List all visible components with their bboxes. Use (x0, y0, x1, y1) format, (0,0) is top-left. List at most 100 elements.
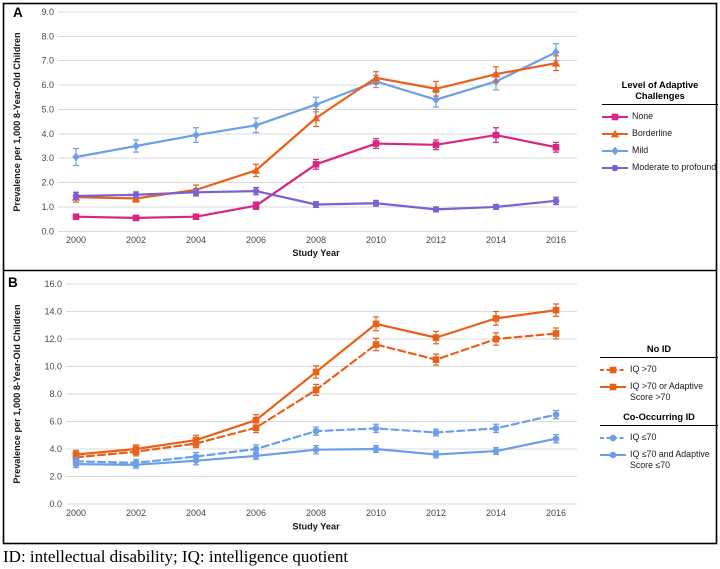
series-borderline (71, 55, 561, 203)
x-tick-label: 2014 (486, 508, 506, 518)
x-tick-label: 2008 (306, 235, 326, 245)
data-point-marker (611, 165, 619, 172)
legend-group: No ID IQ >70 IQ >70 or Adaptive Score >70 (600, 344, 718, 403)
data-point-marker (492, 203, 500, 211)
panel-b: 0.0 2.0 4.0 6.0 8.0 10.0 12.0 14.0 16.0 2000 2002 2… (12, 279, 577, 532)
legend-item-none: None (602, 111, 718, 122)
data-point-marker (312, 201, 320, 208)
x-tick-label: 2002 (126, 508, 146, 518)
y-tick-label: 8.0 (41, 31, 54, 41)
data-point-marker (431, 84, 441, 93)
legend-item-label: IQ >70 (630, 364, 657, 375)
x-tick-label: 2008 (306, 508, 326, 518)
legend-group-title: Co-Occurring ID (600, 412, 718, 427)
x-tick-label: 2006 (246, 235, 266, 245)
legend-item-moderate-to-profound: Moderate to profound (602, 162, 718, 173)
y-tick-label: 3.0 (41, 153, 54, 163)
data-point-marker (312, 368, 320, 376)
legend-swatch-triangle-icon (602, 130, 628, 138)
series-none (72, 127, 560, 222)
data-point-marker (192, 189, 200, 196)
panel-a-x-axis-title: Study Year (292, 248, 340, 258)
legend-swatch-circle-icon (600, 434, 626, 442)
legend-swatch-circle-icon (602, 165, 628, 172)
panel-b-gridlines (66, 283, 577, 505)
y-tick-label: 6.0 (41, 80, 54, 90)
data-point-marker (192, 436, 200, 444)
legend-item-label: IQ >70 or Adaptive Score >70 (630, 381, 704, 403)
data-point-marker (132, 141, 140, 151)
legend-item-borderline: Borderline (602, 128, 718, 139)
x-tick-label: 2016 (546, 508, 566, 518)
data-point-marker (312, 386, 320, 394)
y-tick-label: 6.0 (49, 417, 62, 427)
legend-item-label: Mild (632, 145, 649, 156)
data-point-marker (609, 451, 617, 459)
panel-b-label: B (8, 275, 18, 290)
legend-item-iq-70: IQ >70 (600, 364, 718, 375)
legend-item-iq-70: IQ ≤70 (600, 432, 718, 443)
data-point-marker (492, 447, 500, 455)
data-point-marker (432, 95, 440, 104)
data-point-marker (432, 334, 440, 341)
data-point-marker (432, 451, 440, 458)
y-tick-label: 16.0 (44, 279, 62, 289)
data-point-marker (72, 451, 80, 458)
data-point-marker (551, 58, 561, 67)
data-point-marker (312, 160, 320, 168)
series-iq-70 (72, 327, 560, 462)
data-point-marker (372, 341, 380, 348)
data-point-marker (492, 425, 500, 432)
legend-swatch-square-icon (602, 114, 628, 121)
y-tick-label: 0.0 (41, 226, 54, 236)
y-tick-label: 4.0 (49, 444, 62, 454)
data-point-marker (252, 121, 260, 130)
series-iq-70-and-adaptive-score-70 (72, 433, 560, 469)
legend-swatch-square-icon (600, 383, 626, 391)
series-moderate-to-profound (72, 186, 560, 213)
panel-a-legend: Level of Adaptive Challenges None Borderli… (602, 80, 718, 179)
data-point-marker (132, 445, 140, 453)
data-point-marker (552, 435, 560, 442)
data-point-marker (609, 434, 617, 442)
data-point-marker (609, 366, 617, 374)
y-tick-label: 2.0 (41, 178, 54, 188)
data-point-marker (552, 48, 560, 57)
data-point-marker (552, 197, 560, 205)
y-tick-label: 9.0 (41, 7, 54, 17)
legend-group: Co-Occurring ID IQ ≤70 IQ ≤70 and Adaptive… (600, 412, 718, 471)
data-point-marker (72, 460, 80, 468)
x-tick-label: 2004 (186, 235, 206, 245)
y-tick-label: 2.0 (49, 472, 62, 482)
data-point-marker (252, 202, 260, 210)
data-point-marker (609, 383, 617, 391)
y-tick-label: 12.0 (44, 334, 62, 344)
legend-swatch-circle-icon (600, 451, 626, 459)
data-point-marker (72, 213, 80, 220)
legend-item-mild: Mild (602, 145, 718, 156)
data-point-marker (252, 445, 260, 453)
data-point-marker (372, 199, 380, 207)
panel-b-x-axis-title: Study Year (292, 522, 340, 532)
x-tick-label: 2010 (366, 508, 386, 518)
y-tick-label: 1.0 (41, 202, 54, 212)
data-point-marker (611, 114, 619, 121)
panel-b-legend: No ID IQ >70 IQ >70 or Adaptive Score >70 C… (600, 344, 718, 477)
x-tick-label: 2004 (186, 508, 206, 518)
data-point-marker (432, 356, 440, 363)
legend-swatch-diamond-icon (602, 147, 628, 156)
data-point-marker (312, 446, 320, 453)
legend-item-label: Moderate to profound (632, 162, 717, 173)
y-tick-label: 8.0 (49, 389, 62, 399)
data-point-marker (372, 140, 380, 147)
data-point-marker (611, 147, 619, 156)
data-point-marker (312, 427, 320, 435)
data-point-marker (552, 411, 560, 418)
data-point-marker (432, 141, 440, 149)
data-point-marker (132, 461, 140, 469)
data-point-marker (492, 131, 500, 139)
y-tick-label: 14.0 (44, 307, 62, 317)
data-point-marker (311, 113, 321, 122)
